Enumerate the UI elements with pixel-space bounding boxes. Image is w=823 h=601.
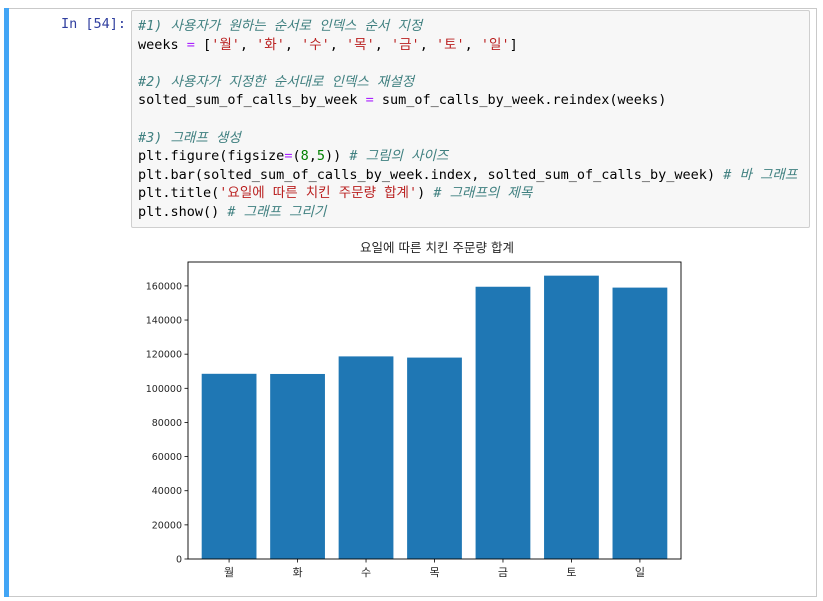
code-token: # 그래프 그리기	[227, 203, 327, 220]
code-token: #2) 사용자가 지정한 순서대로 인덱스 재설정	[138, 73, 415, 90]
code-line	[138, 110, 809, 129]
y-tick-label: 40000	[152, 486, 182, 497]
code-token: '일'	[480, 36, 510, 53]
y-tick-label: 140000	[146, 316, 182, 327]
code-token: ,	[419, 36, 436, 53]
code-token: )	[417, 185, 434, 202]
bar-chart: 요일에 따른 치킨 주문량 합계 0 20000 40000 60000 80000 10…	[146, 240, 682, 579]
code-token: #1) 사용자가 원하는 순서로 인덱스 순서 지정	[138, 18, 423, 34]
x-tick-label: 토	[566, 566, 576, 579]
code-token: plt.show()	[138, 203, 228, 220]
code-token: ))	[325, 148, 350, 165]
x-tick-label: 금	[498, 566, 508, 579]
x-tick-label: 수	[361, 566, 371, 579]
bar-토	[544, 275, 599, 559]
y-tick-label: 80000	[152, 418, 182, 429]
code-token: '수'	[301, 36, 330, 53]
code-line: solted_sum_of_calls_by_week = sum_of_cal…	[138, 91, 809, 110]
code-token: '화'	[256, 36, 285, 53]
x-tick-label: 월	[224, 566, 234, 579]
code-line: #3) 그래프 생성	[138, 129, 809, 148]
code-token: plt.bar(solted_sum_of_calls_by_week.inde…	[138, 166, 724, 183]
y-tick-label: 120000	[146, 350, 182, 361]
code-line: #2) 사용자가 지정한 순서대로 인덱스 재설정	[138, 73, 809, 92]
y-tick-label: 160000	[146, 281, 182, 292]
bar-일	[612, 287, 668, 559]
code-token: [	[194, 36, 212, 53]
code-line: weeks = ['월', '화', '수', '목', '금', '토', '…	[138, 36, 809, 55]
code-line: #1) 사용자가 원하는 순서로 인덱스 순서 지정	[138, 17, 809, 36]
bar-수	[338, 356, 394, 559]
code-token: '금'	[391, 36, 420, 53]
code-line: plt.figure(figsize=(8,5)) # 그림의 사이즈	[138, 147, 809, 166]
code-token: # 그림의 사이즈	[349, 148, 449, 165]
code-token: ,	[284, 36, 302, 53]
bar-목	[407, 357, 462, 559]
y-tick-label: 20000	[152, 520, 182, 531]
code-token: 8	[300, 148, 309, 165]
code-token: # 그래프의 제목	[433, 185, 533, 202]
code-token: plt.figure(figsize	[138, 148, 285, 165]
input-prompt: In [54]:	[60, 16, 126, 32]
code-token: ,	[464, 36, 481, 53]
bar-월	[201, 373, 257, 559]
code-line: plt.bar(solted_sum_of_calls_by_week.inde…	[138, 166, 809, 185]
y-tick-label: 100000	[146, 384, 182, 395]
code-token: weeks	[138, 36, 187, 53]
x-tick-label: 일	[635, 565, 645, 579]
code-token: =	[186, 36, 195, 53]
code-token: # 바 그래프	[723, 166, 798, 183]
x-tick-label: 목	[429, 566, 439, 579]
chart-title: 요일에 따른 치킨 주문량 합계	[360, 240, 514, 255]
code-line: plt.title('요일에 따른 치킨 주문량 합계') # 그래프의 제목	[138, 184, 809, 203]
code-token: ,	[329, 36, 347, 53]
code-token: 5	[316, 148, 326, 165]
plot-frame	[187, 261, 682, 560]
code-token: ]	[509, 36, 518, 53]
code-token: '요일에 따른 치킨 주문량 합계'	[219, 185, 418, 202]
code-editor[interactable]: #1) 사용자가 원하는 순서로 인덱스 순서 지정 weeks = ['월', …	[131, 10, 810, 228]
y-tick-label: 60000	[152, 452, 182, 463]
code-token: '목'	[346, 36, 375, 53]
x-tick-label: 화	[292, 566, 302, 579]
y-tick-label: 0	[176, 555, 182, 566]
code-token: '월'	[211, 36, 240, 53]
output-area: 요일에 따른 치킨 주문량 합계 0 20000 40000 60000 80000 10…	[131, 232, 691, 587]
code-line: plt.show() # 그래프 그리기	[138, 203, 809, 222]
code-token: sum_of_calls_by_week.reindex(weeks)	[373, 92, 667, 109]
code-token: (	[292, 148, 301, 165]
code-token: ,	[239, 36, 257, 53]
code-line	[138, 54, 809, 73]
bar-금	[475, 286, 531, 559]
code-token: =	[284, 148, 293, 165]
bar-화	[270, 373, 325, 559]
code-token: ,	[308, 148, 317, 165]
code-token: =	[365, 92, 374, 109]
code-token: plt.title(	[138, 185, 220, 202]
cell-selection-bar	[4, 8, 9, 597]
code-token: solted_sum_of_calls_by_week	[138, 92, 366, 109]
code-token: '토'	[435, 36, 465, 53]
code-token: #3) 그래프 생성	[138, 129, 241, 146]
code-token: ,	[374, 36, 391, 53]
